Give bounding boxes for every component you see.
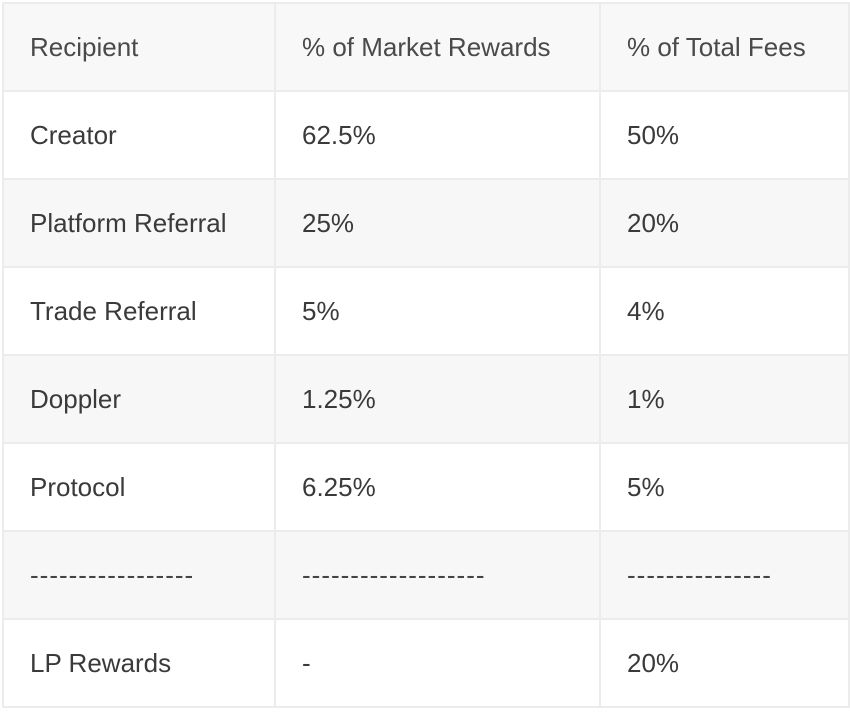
cell-total-fees: 5% (599, 442, 850, 532)
table-header-row: Recipient % of Market Rewards % of Total… (2, 2, 850, 92)
table-row: Protocol 6.25% 5% (2, 442, 850, 532)
cell-market-rewards: - (274, 618, 601, 708)
cell-recipient: Trade Referral (2, 266, 276, 356)
header-total-fees: % of Total Fees (599, 2, 850, 92)
header-market-rewards: % of Market Rewards (274, 2, 601, 92)
cell-recipient: Protocol (2, 442, 276, 532)
table-row: Doppler 1.25% 1% (2, 354, 850, 444)
cell-recipient: Creator (2, 90, 276, 180)
cell-market-rewards: 5% (274, 266, 601, 356)
table-row-separator: ----------------- ------------------- --… (2, 530, 850, 620)
cell-total-fees: 50% (599, 90, 850, 180)
cell-market-rewards: 1.25% (274, 354, 601, 444)
header-recipient: Recipient (2, 2, 276, 92)
table-row: LP Rewards - 20% (2, 618, 850, 708)
cell-recipient: Platform Referral (2, 178, 276, 268)
cell-recipient: Doppler (2, 354, 276, 444)
table-row: Trade Referral 5% 4% (2, 266, 850, 356)
cell-market-rewards: 62.5% (274, 90, 601, 180)
cell-total-fees: 20% (599, 618, 850, 708)
cell-total-fees: 4% (599, 266, 850, 356)
separator-cell: ------------------- (274, 530, 601, 620)
cell-market-rewards: 6.25% (274, 442, 601, 532)
cell-total-fees: 20% (599, 178, 850, 268)
cell-market-rewards: 25% (274, 178, 601, 268)
cell-total-fees: 1% (599, 354, 850, 444)
fee-distribution-table: Recipient % of Market Rewards % of Total… (2, 2, 850, 708)
cell-recipient: LP Rewards (2, 618, 276, 708)
table-row: Platform Referral 25% 20% (2, 178, 850, 268)
separator-cell: ----------------- (2, 530, 276, 620)
separator-cell: --------------- (599, 530, 850, 620)
table-row: Creator 62.5% 50% (2, 90, 850, 180)
